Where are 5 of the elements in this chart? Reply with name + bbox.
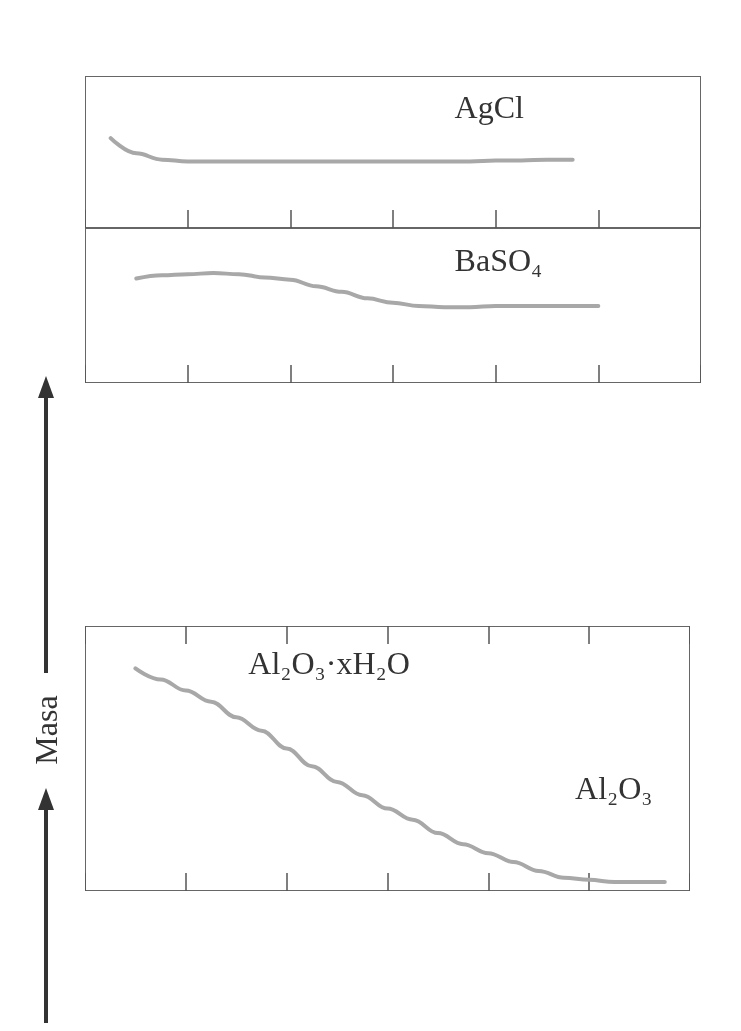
series-label: BaSO₄: [454, 241, 543, 278]
annotation: Al₂O₃·xH₂O: [248, 645, 410, 682]
annotation: Al₂O₃: [575, 769, 653, 806]
y-axis-title: Masa: [27, 695, 65, 765]
series-label: AgCl: [454, 89, 525, 126]
